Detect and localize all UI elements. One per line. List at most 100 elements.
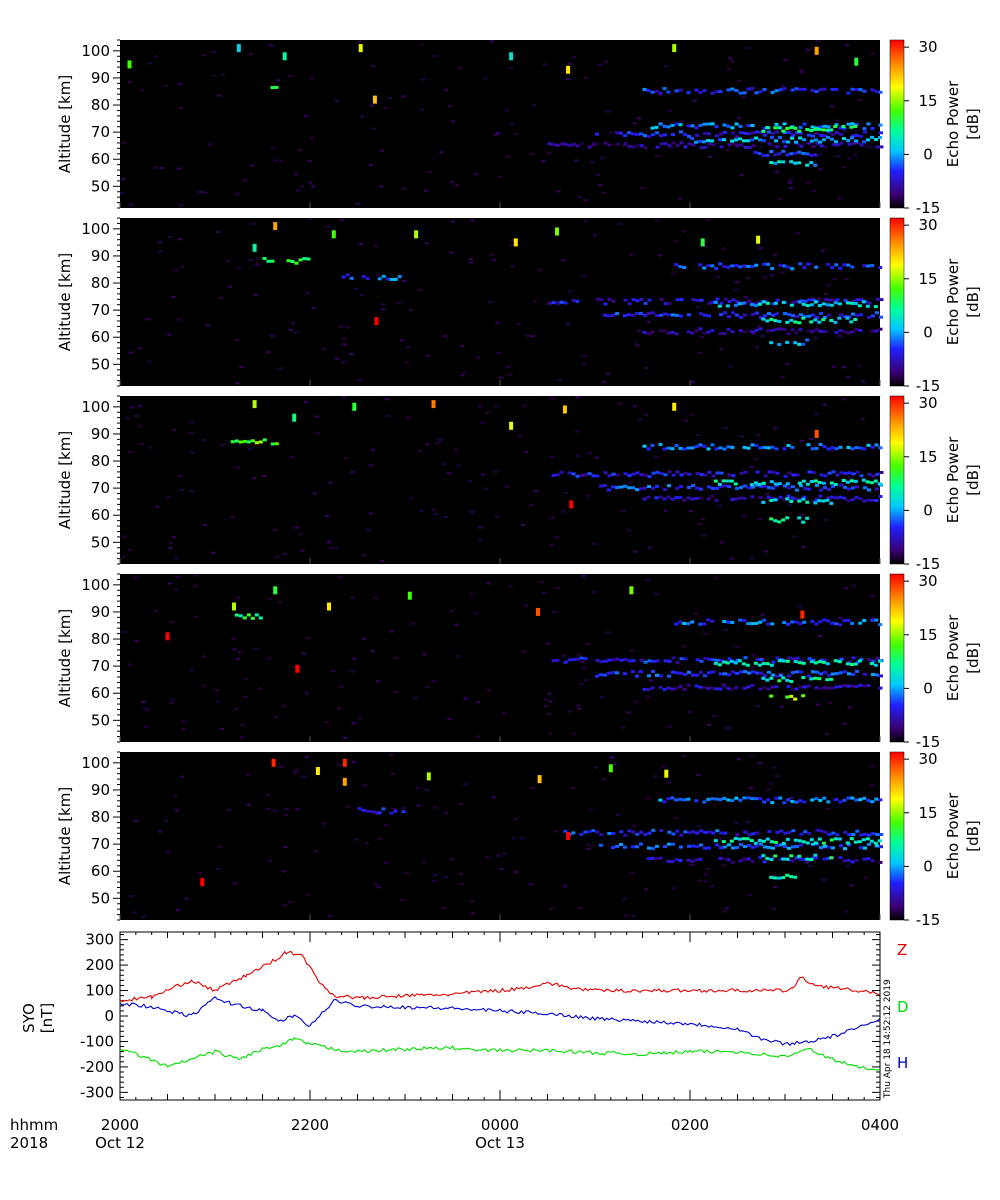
noise-pixel — [225, 260, 230, 263]
echo-pixel — [874, 797, 879, 801]
echo-spot — [282, 52, 287, 61]
noise-pixel — [813, 337, 818, 340]
echo-pixel — [393, 277, 398, 281]
echo-pixel — [698, 857, 703, 861]
noise-pixel — [754, 457, 759, 460]
echo-pixel — [718, 90, 723, 93]
echo-pixel — [879, 674, 883, 678]
echo-pixel — [663, 312, 667, 316]
echo-pixel — [678, 496, 683, 500]
noise-pixel — [476, 701, 481, 704]
echo-pixel — [873, 841, 878, 845]
echo-pixel — [694, 126, 699, 130]
echo-pixel — [799, 670, 803, 674]
echo-pixel — [647, 312, 651, 315]
noise-pixel — [702, 633, 707, 635]
echo-pixel — [778, 495, 783, 499]
echo-pixel — [790, 800, 795, 803]
noise-pixel — [734, 281, 739, 283]
echo-pixel — [742, 139, 746, 143]
echo-pixel — [855, 660, 860, 664]
echo-pixel — [714, 687, 719, 691]
echo-pixel — [754, 91, 759, 95]
echo-pixel — [733, 837, 738, 840]
echo-pixel — [807, 487, 811, 491]
echo-pixel — [738, 124, 743, 128]
noise-pixel — [844, 910, 849, 913]
noise-pixel — [458, 803, 463, 806]
echo-pixel — [862, 264, 867, 268]
echo-pixel — [698, 263, 703, 267]
noise-pixel — [600, 157, 605, 160]
echo-pixel — [795, 670, 799, 674]
echo-pixel — [797, 499, 802, 503]
noise-pixel — [449, 609, 454, 612]
echo-pixel — [643, 313, 647, 317]
echo-pixel — [799, 843, 803, 847]
echo-pixel — [702, 686, 707, 689]
echo-pixel — [834, 496, 839, 500]
noise-pixel — [808, 864, 813, 867]
noise-pixel — [530, 152, 535, 155]
noise-pixel — [751, 654, 756, 656]
echo-pixel — [666, 331, 671, 335]
noise-pixel — [485, 855, 490, 858]
echo-pixel — [631, 313, 635, 317]
echo-pixel — [759, 671, 763, 675]
echo-pixel — [785, 837, 790, 841]
y-tick-label: 50 — [91, 355, 110, 373]
echo-pixel — [839, 471, 844, 475]
echo-pixel — [847, 471, 852, 475]
noise-pixel — [169, 701, 174, 704]
noise-pixel — [120, 191, 124, 194]
echo-pixel — [827, 313, 831, 317]
echo-pixel — [845, 841, 850, 845]
noise-pixel — [421, 78, 426, 81]
echo-pixel — [822, 445, 827, 449]
echo-pixel — [774, 327, 779, 331]
echo-pixel — [667, 302, 672, 306]
echo-pixel — [767, 142, 772, 146]
noise-pixel — [366, 528, 371, 531]
echo-pixel — [811, 298, 816, 302]
echo-pixel — [819, 846, 823, 850]
echo-pixel — [741, 837, 746, 841]
noise-pixel — [616, 814, 621, 816]
echo-pixel — [785, 678, 790, 682]
noise-pixel — [758, 247, 763, 250]
panel-background — [120, 218, 880, 386]
noise-pixel — [301, 652, 306, 655]
noise-pixel — [799, 439, 804, 442]
noise-pixel — [253, 294, 258, 297]
echo-pixel — [839, 133, 843, 136]
noise-pixel — [425, 354, 430, 357]
echo-pixel — [809, 153, 814, 157]
echo-pixel — [825, 128, 830, 132]
echo-pixel — [767, 830, 772, 833]
echo-pixel — [769, 694, 774, 698]
echo-pixel — [734, 122, 739, 126]
echo-pixel — [813, 479, 818, 483]
noise-pixel — [755, 704, 760, 707]
echo-pixel — [834, 331, 839, 335]
echo-pixel — [381, 807, 386, 811]
noise-pixel — [270, 334, 275, 337]
echo-pixel — [775, 130, 779, 134]
echo-spot — [127, 60, 132, 69]
noise-pixel — [864, 876, 868, 879]
noise-pixel — [448, 105, 453, 108]
echo-pixel — [743, 670, 747, 674]
echo-pixel — [623, 484, 627, 488]
noise-pixel — [468, 258, 473, 260]
echo-pixel — [365, 809, 370, 813]
echo-pixel — [793, 660, 798, 664]
echo-pixel — [747, 833, 752, 837]
echo-pixel — [655, 470, 660, 474]
noise-pixel — [778, 672, 783, 675]
echo-pixel — [711, 300, 716, 304]
echo-pixel — [833, 659, 838, 663]
echo-pixel — [775, 844, 779, 847]
echo-pixel — [747, 486, 751, 490]
echo-pixel — [789, 303, 794, 307]
echo-pixel — [767, 845, 771, 849]
